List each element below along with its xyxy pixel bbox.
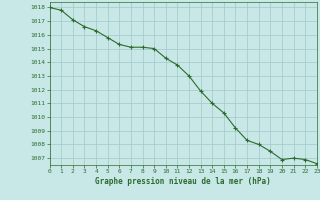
X-axis label: Graphe pression niveau de la mer (hPa): Graphe pression niveau de la mer (hPa): [95, 177, 271, 186]
